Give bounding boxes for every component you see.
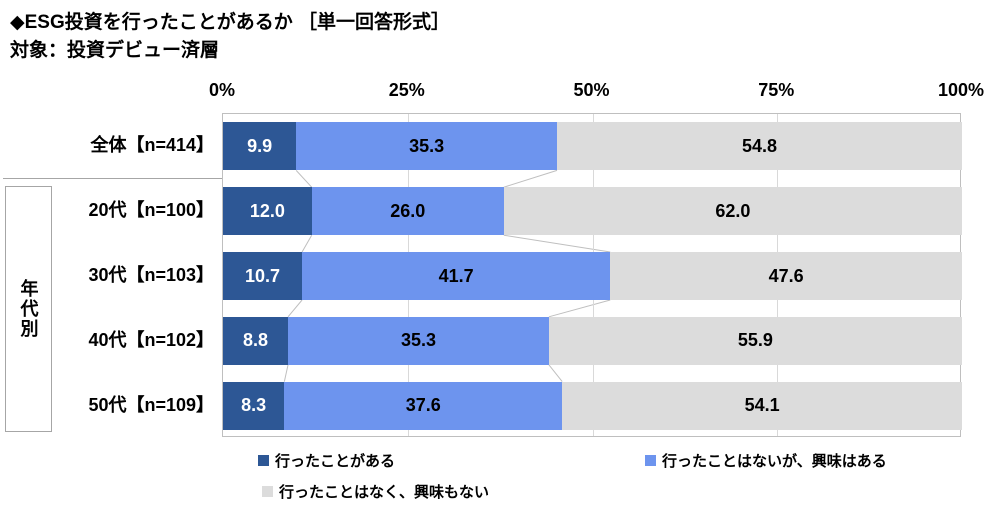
legend-item: 行ったことはなく、興味もない (262, 481, 489, 502)
legend-label: 行ったことはないが、興味はある (662, 453, 887, 470)
bar-segment: 12.0 (223, 187, 312, 236)
value-label: 35.3 (400, 330, 436, 351)
age-group-label: 年代別 (18, 279, 39, 339)
x-axis-tick: 50% (573, 80, 610, 100)
value-label: 26.0 (390, 200, 426, 221)
bar-segment: 26.0 (311, 187, 504, 236)
bar-segment: 47.6 (610, 252, 962, 300)
value-label: 41.7 (438, 265, 474, 286)
bar-segment: 9.9 (223, 122, 297, 171)
legend-item: 行ったことがある (258, 450, 395, 471)
x-axis-tick: 25% (388, 80, 425, 100)
legend-swatch (262, 486, 273, 497)
category-label: 50代【n=109】 (88, 394, 214, 415)
category-label: 40代【n=102】 (88, 329, 214, 350)
legend-swatch (258, 455, 269, 466)
x-axis-tick: 100% (937, 80, 985, 100)
value-label: 10.7 (245, 265, 281, 286)
bar-segment: 8.3 (223, 381, 285, 430)
category-label: 30代【n=103】 (88, 265, 214, 285)
bar-segment: 35.3 (288, 316, 549, 365)
value-label: 37.6 (405, 395, 441, 416)
bar-segment: 10.7 (223, 252, 303, 300)
value-label: 54.8 (741, 135, 778, 156)
value-label: 8.8 (243, 330, 269, 351)
value-label: 62.0 (715, 200, 751, 221)
category-label: 20代【n=100】 (88, 200, 214, 221)
value-label: 8.3 (241, 395, 267, 416)
value-label: 35.3 (409, 135, 445, 156)
x-axis-tick: 75% (758, 80, 795, 100)
bar-segment: 55.9 (548, 316, 962, 365)
legend-label: 行ったことはなく、興味もない (279, 484, 490, 501)
value-label: 47.6 (768, 265, 804, 286)
legend-item: 行ったことはないが、興味はある (645, 450, 887, 471)
x-axis-tick: 0% (208, 80, 236, 100)
value-label: 55.9 (737, 330, 773, 351)
age-group-bracket: 年代別 (5, 186, 52, 432)
bar-segment: 41.7 (302, 252, 611, 300)
legend-label: 行ったことがある (275, 453, 396, 470)
value-label: 12.0 (249, 200, 285, 221)
bar-segment: 54.1 (562, 381, 962, 430)
bar-segment: 8.8 (223, 316, 289, 365)
chart-subtitle: 対象：投資デビュー済層 (10, 40, 220, 61)
plot-area: 9.9 35.3 54.8 12.0 26.0 62.0 10.7 41.7 47.6 8.8 35… (222, 113, 962, 437)
chart-title: ◆ESG投資を行ったことがあるか ［単一回答形式］ (10, 12, 451, 33)
total-group-divider (3, 178, 222, 179)
bar-segment: 37.6 (284, 381, 563, 430)
bar-segment: 54.8 (557, 122, 962, 171)
value-label: 9.9 (247, 135, 273, 156)
legend-swatch (645, 455, 656, 466)
bar-segment: 62.0 (503, 187, 962, 236)
category-label: 全体【n=414】 (90, 135, 214, 156)
bar-segment: 35.3 (296, 122, 558, 171)
value-label: 54.1 (744, 395, 780, 416)
